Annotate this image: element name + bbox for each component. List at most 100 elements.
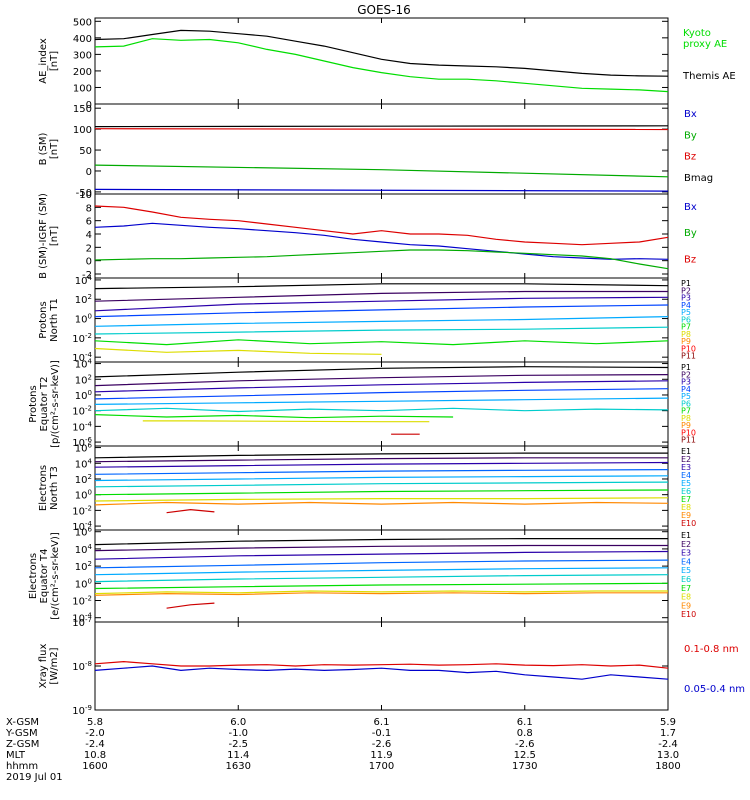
y-tick-label: 106 [75, 526, 93, 539]
series-e9 [94, 592, 668, 596]
y-axis-label: B (SM)-IGRF (SM)[nT] [38, 193, 60, 279]
series-p8 [142, 420, 430, 423]
y-tick-label: 102 [75, 373, 92, 386]
ephem-value: -2.5 [228, 739, 248, 750]
legend-bz: Bz [684, 152, 696, 163]
legend-e4: E4 [681, 557, 691, 566]
legend-themis-ae: Themis AE [682, 71, 736, 82]
y-tick-label: 10-2 [72, 332, 92, 345]
series-e6 [94, 574, 669, 583]
legend-e2: E2 [681, 455, 691, 464]
series-e8 [94, 590, 668, 595]
y-tick-label: 400 [73, 34, 92, 45]
series-e3 [94, 550, 669, 560]
legend-by: By [684, 228, 697, 239]
ephem-row-label: Z-GSM [6, 739, 39, 750]
ephem-value: -0.1 [372, 728, 392, 739]
legend-p3: P3 [681, 294, 691, 303]
legend-p9: P9 [681, 421, 691, 430]
y-tick-label: 104 [75, 358, 93, 371]
series-e10 [166, 508, 215, 514]
series-e7 [94, 582, 669, 590]
series-p1 [94, 366, 669, 378]
legend-p2: P2 [681, 286, 691, 295]
x-axis-ephemeris: X-GSM 5.8 6.0 6.1 6.1 5.9 Y-GSM -2.0 -1.0 -0.1 0.8… [5, 717, 681, 783]
series-e10 [166, 602, 215, 609]
ephem-value: 1.7 [660, 728, 676, 739]
series-e2 [94, 457, 668, 463]
series-bx [94, 188, 669, 192]
legend-p1: P1 [681, 279, 691, 288]
legend-e9: E9 [681, 601, 691, 610]
y-tick-label: 4 [86, 230, 92, 241]
ephem-value: 6.1 [517, 717, 533, 728]
y-tick-label: 100 [75, 389, 92, 402]
y-axis-label: ProtonsEquator T2[p/(cm²-s-sr-keV)] [28, 360, 61, 448]
ephem-value: -2.4 [85, 739, 105, 750]
ephem-value: 5.8 [87, 717, 103, 728]
legend-bx: Bx [684, 109, 697, 120]
series-e1 [94, 452, 668, 459]
figure-title: GOES-16 [357, 3, 411, 17]
legend-bx: Bx [684, 202, 697, 213]
legend-p11: P11 [681, 436, 696, 445]
y-axis-label: B (SM)[nT] [38, 132, 60, 165]
series-p5 [94, 397, 669, 405]
series-p2 [94, 374, 669, 387]
y-tick-label: 100 [75, 489, 92, 502]
ephem-value: -2.4 [658, 739, 678, 750]
series-bmag [94, 125, 669, 128]
series-proxy-ae [94, 38, 669, 93]
y-axis-label: ElectronsEquator T4[e/(cm²-s-sr-keV)] [28, 532, 61, 620]
y-tick-label: 6 [86, 217, 92, 228]
series-0-05-0-4-nm [94, 665, 669, 680]
legend-p7: P7 [681, 407, 691, 416]
y-tick-label: 0 [86, 167, 92, 178]
series-by [94, 249, 669, 270]
legend-p11: P11 [681, 352, 696, 361]
y-tick-label: 102 [75, 473, 92, 486]
y-tick-label: 200 [73, 67, 92, 78]
legend-0-05-0-4-nm: 0.05-0.4 nm [684, 684, 745, 695]
y-tick-label: 8 [86, 203, 92, 214]
y-tick-label: 104 [75, 274, 93, 287]
legend-p7: P7 [681, 323, 691, 332]
y-tick-label: 100 [73, 125, 92, 136]
panel-frame [94, 277, 669, 363]
ephem-value: 1630 [226, 761, 251, 772]
y-tick-label: 100 [75, 577, 92, 590]
series-0-1-0-8-nm [94, 660, 669, 669]
ephem-value: 1730 [512, 761, 537, 772]
ephem-value: -2.6 [372, 739, 392, 750]
y-tick-label: 100 [75, 313, 92, 326]
ephem-value: 11.9 [370, 750, 392, 761]
series-p3 [94, 296, 669, 312]
legend-p8: P8 [681, 414, 691, 423]
series-e4 [94, 469, 669, 475]
ephem-row-label: hhmm [6, 761, 38, 772]
panel-frame [94, 529, 669, 623]
legend-e8: E8 [681, 503, 691, 512]
ephem-value: 11.4 [227, 750, 249, 761]
legend-p5: P5 [681, 392, 691, 401]
ephem-value: -2.0 [85, 728, 105, 739]
y-tick-label: 102 [75, 293, 92, 306]
legend-e10: E10 [681, 519, 696, 528]
series-e2 [94, 544, 668, 552]
series-e4 [94, 559, 669, 569]
ephem-value: 5.9 [660, 717, 676, 728]
y-tick-label: 102 [75, 560, 92, 573]
legend-proxy-ae: proxy AE [683, 39, 727, 50]
y-axis-label: Xray flux[W/m2] [38, 644, 60, 689]
y-tick-label: 104 [75, 543, 93, 556]
y-tick-label: 10-2 [72, 595, 92, 608]
legend-p4: P4 [681, 301, 691, 310]
legend-p1: P1 [681, 363, 691, 372]
y-tick-label: 10-8 [72, 660, 92, 673]
ephem-value: 13.0 [657, 750, 679, 761]
y-tick-label: 2 [86, 243, 92, 254]
